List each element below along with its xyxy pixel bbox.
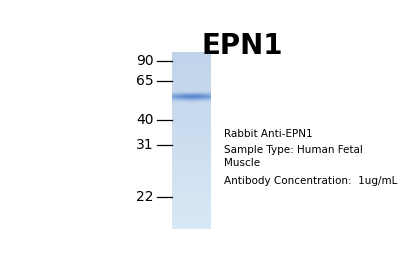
Text: 40: 40 xyxy=(136,113,154,127)
Text: Antibody Concentration:  1ug/mL: Antibody Concentration: 1ug/mL xyxy=(224,176,397,186)
Text: 22: 22 xyxy=(136,190,154,203)
Text: Rabbit Anti-EPN1: Rabbit Anti-EPN1 xyxy=(224,129,312,139)
Text: EPN1: EPN1 xyxy=(202,32,283,60)
Text: 31: 31 xyxy=(136,138,154,152)
Text: Sample Type: Human Fetal: Sample Type: Human Fetal xyxy=(224,145,362,155)
Text: Muscle: Muscle xyxy=(224,159,260,168)
Text: 90: 90 xyxy=(136,54,154,68)
Text: 65: 65 xyxy=(136,74,154,88)
